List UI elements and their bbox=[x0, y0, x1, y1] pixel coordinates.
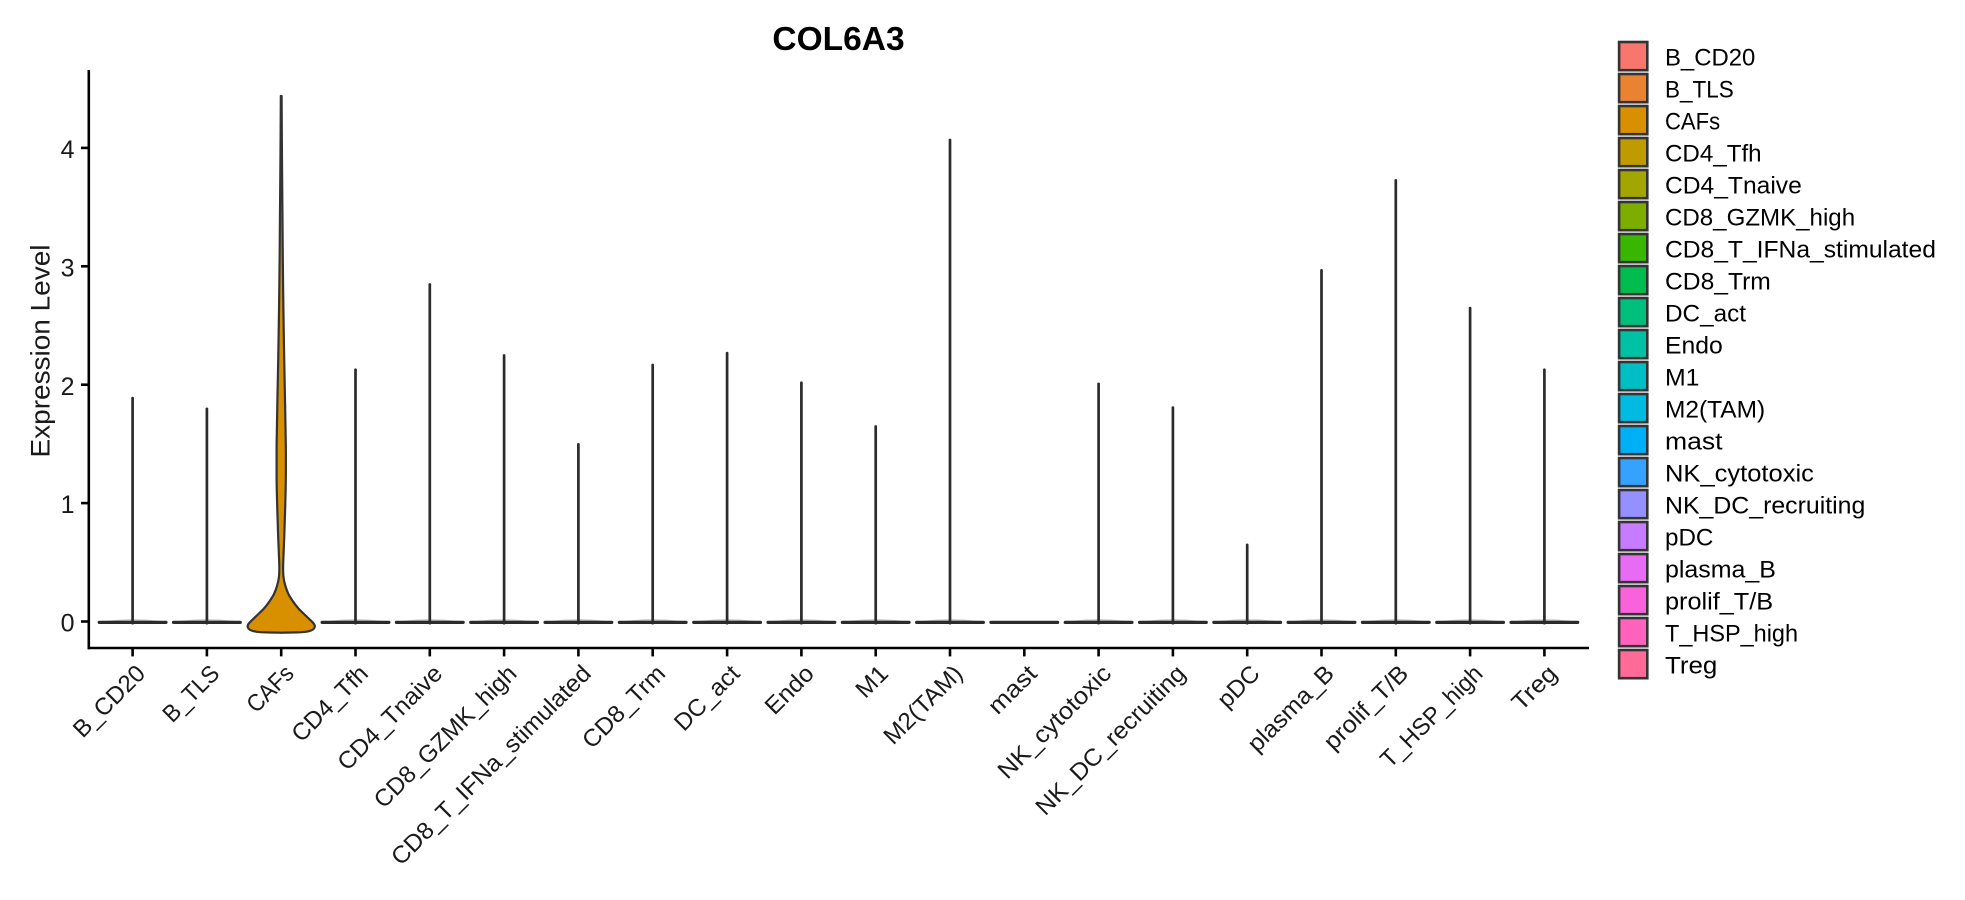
svg-text:DC_act: DC_act bbox=[1665, 301, 1746, 328]
svg-text:CD8_T_IFNa_stimulated: CD8_T_IFNa_stimulated bbox=[1665, 237, 1936, 264]
svg-text:B_TLS: B_TLS bbox=[1665, 77, 1734, 104]
svg-text:CD4_Tfh: CD4_Tfh bbox=[1665, 141, 1762, 168]
svg-text:M1: M1 bbox=[1665, 365, 1700, 392]
svg-text:CD4_Tnaive: CD4_Tnaive bbox=[1665, 173, 1802, 200]
svg-text:1: 1 bbox=[61, 491, 75, 519]
svg-text:Treg: Treg bbox=[1665, 653, 1717, 680]
svg-text:2: 2 bbox=[61, 373, 75, 401]
svg-text:NK_DC_recruiting: NK_DC_recruiting bbox=[1665, 493, 1865, 520]
svg-text:NK_cytotoxic: NK_cytotoxic bbox=[1665, 461, 1814, 488]
svg-text:CAFs: CAFs bbox=[1665, 109, 1720, 136]
svg-text:plasma_B: plasma_B bbox=[1665, 557, 1776, 584]
svg-text:4: 4 bbox=[61, 136, 75, 164]
svg-text:M2(TAM): M2(TAM) bbox=[1665, 397, 1765, 424]
svg-text:prolif_T/B: prolif_T/B bbox=[1665, 589, 1773, 616]
svg-text:3: 3 bbox=[61, 254, 75, 282]
svg-text:B_CD20: B_CD20 bbox=[1665, 45, 1755, 72]
svg-text:0: 0 bbox=[61, 610, 75, 638]
svg-text:CD8_GZMK_high: CD8_GZMK_high bbox=[1665, 205, 1855, 232]
svg-text:mast: mast bbox=[1665, 429, 1723, 456]
svg-text:COL6A3: COL6A3 bbox=[772, 21, 904, 58]
svg-text:CD8_Trm: CD8_Trm bbox=[1665, 269, 1771, 296]
svg-text:T_HSP_high: T_HSP_high bbox=[1665, 621, 1798, 648]
svg-text:Endo: Endo bbox=[1665, 333, 1723, 360]
svg-text:pDC: pDC bbox=[1665, 525, 1713, 552]
svg-text:Expression Level: Expression Level bbox=[26, 245, 56, 458]
